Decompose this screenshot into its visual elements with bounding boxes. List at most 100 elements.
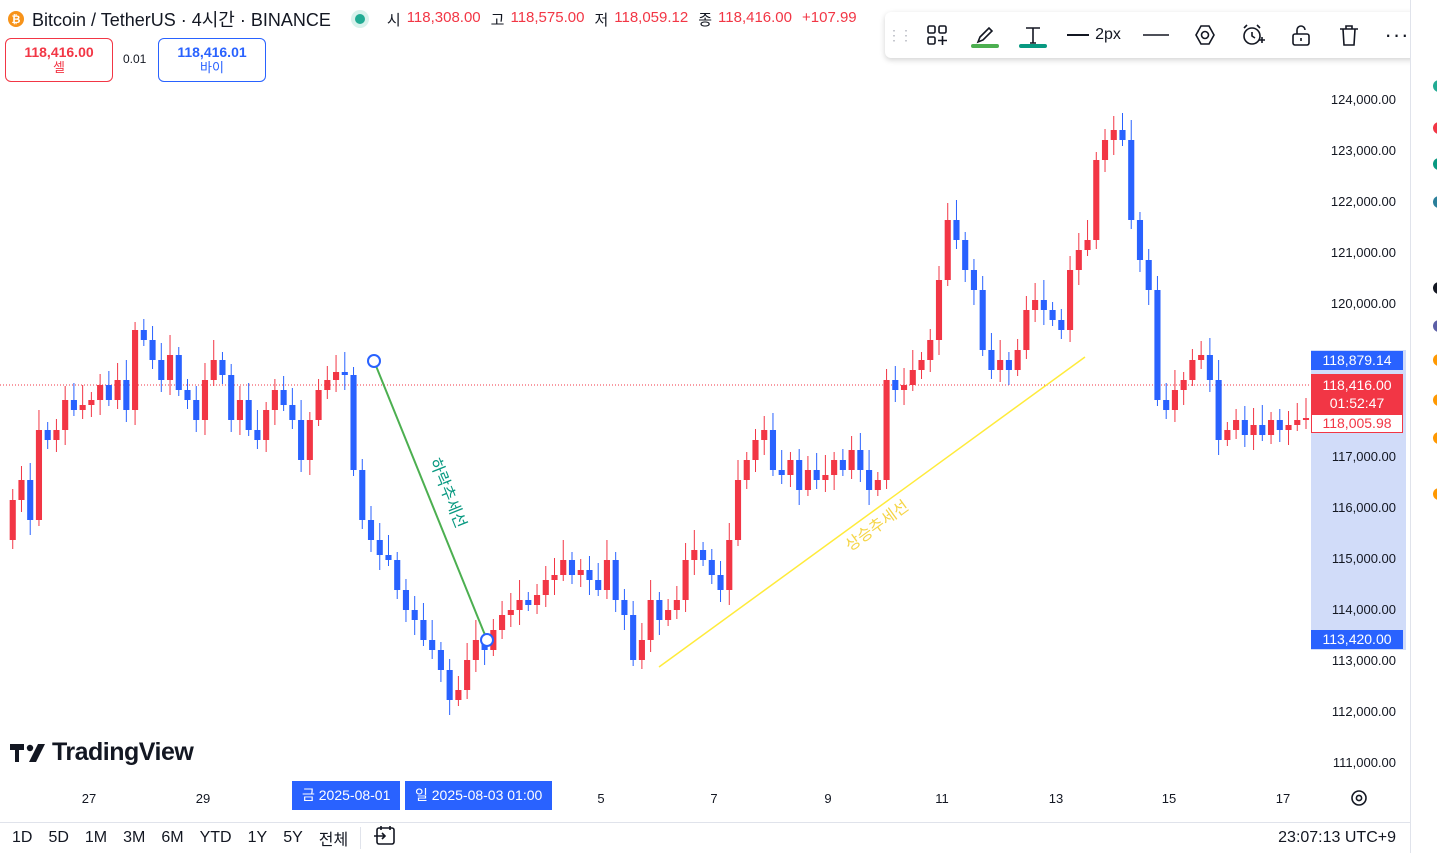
- drag-handle-icon[interactable]: ⋮⋮: [887, 26, 913, 43]
- price-tick-label: 113,000.00: [1332, 653, 1396, 668]
- more-icon[interactable]: ···: [1373, 12, 1421, 58]
- pencil-icon[interactable]: [961, 12, 1009, 58]
- candle: [1189, 349, 1196, 386]
- candle: [1276, 409, 1283, 442]
- candle: [271, 379, 278, 425]
- line-width-label: 2px: [1095, 26, 1121, 43]
- range-ytd[interactable]: YTD: [199, 829, 232, 846]
- range-1y[interactable]: 1Y: [247, 829, 268, 846]
- bid-price-badge[interactable]: 118,005.98: [1311, 414, 1403, 433]
- tradingview-logo-text: TradingView: [52, 738, 194, 766]
- candle: [420, 603, 427, 646]
- range-5d[interactable]: 5D: [48, 829, 69, 846]
- candle: [1101, 129, 1109, 172]
- sell-price: 118,416.00: [24, 44, 94, 60]
- watchlist-item-icon[interactable]: [1433, 196, 1437, 208]
- watchlist-item-icon[interactable]: [1433, 432, 1437, 444]
- watchlist-item-icon[interactable]: [1433, 394, 1437, 406]
- candle: [1014, 339, 1021, 376]
- range-1m[interactable]: 1M: [84, 829, 108, 846]
- price-tick-label: 112,000.00: [1332, 704, 1396, 719]
- open-value: 118,308.00: [406, 8, 481, 26]
- low-price-badge[interactable]: 113,420.00: [1311, 630, 1403, 649]
- settings-icon[interactable]: [1181, 12, 1229, 58]
- text-icon[interactable]: [1009, 12, 1057, 58]
- candle: [1241, 406, 1248, 447]
- trash-icon[interactable]: [1325, 12, 1373, 58]
- watchlist-item-icon[interactable]: [1433, 122, 1437, 134]
- candle: [53, 419, 60, 452]
- watchlist-item-icon[interactable]: [1433, 320, 1437, 332]
- line-width-button[interactable]: 2px: [1057, 12, 1131, 58]
- downtrend-line[interactable]: [373, 360, 488, 641]
- candle: [551, 558, 558, 595]
- tradingview-logo[interactable]: TradingView: [10, 738, 194, 767]
- watchlist-item-icon[interactable]: [1433, 80, 1437, 92]
- market-status-icon[interactable]: [354, 14, 365, 24]
- candle: [1075, 233, 1082, 285]
- symbol-title[interactable]: Bitcoin / TetherUS · 4시간 · BINANCE: [32, 10, 331, 30]
- candle: [236, 386, 243, 435]
- alert-icon[interactable]: [1229, 12, 1277, 58]
- candle: [394, 552, 401, 599]
- candle: [647, 580, 654, 652]
- candle: [35, 410, 43, 526]
- candle: [682, 543, 689, 612]
- last-price-value: 118,416.00: [1322, 377, 1392, 393]
- candle: [743, 452, 750, 489]
- watchlist-item-icon[interactable]: [1433, 282, 1437, 294]
- sell-button[interactable]: 118,416.00 셀: [5, 38, 113, 82]
- candle: [79, 385, 86, 419]
- candle: [201, 363, 209, 435]
- range-6m[interactable]: 6M: [161, 829, 184, 846]
- candle: [525, 592, 532, 611]
- watchlist-item-icon[interactable]: [1433, 354, 1437, 366]
- price-chart[interactable]: 124,000.00 123,000.00 122,000.00 121,000.00…: [0, 0, 1410, 815]
- line-width-icon: [1067, 34, 1090, 36]
- line-style-icon[interactable]: [1131, 12, 1181, 58]
- range-all[interactable]: 전체: [318, 832, 349, 849]
- buy-button[interactable]: 118,416.01 바이: [158, 38, 266, 82]
- candle: [105, 371, 112, 406]
- candle: [935, 266, 943, 355]
- downtrend-handle-end[interactable]: [480, 633, 494, 647]
- candle: [1224, 422, 1231, 446]
- more-label: ···: [1384, 22, 1410, 47]
- objects-tree-icon[interactable]: [913, 12, 961, 58]
- candle: [175, 347, 182, 396]
- drawing-toolbar: ⋮⋮ 2px ···: [885, 12, 1427, 58]
- candle: [1163, 383, 1170, 419]
- candle: [44, 422, 51, 449]
- candle: [1215, 360, 1222, 455]
- watchlist-item-icon[interactable]: [1433, 488, 1437, 500]
- lock-icon[interactable]: [1277, 12, 1325, 58]
- range-3m[interactable]: 3M: [123, 829, 146, 846]
- range-5y[interactable]: 5Y: [283, 829, 303, 846]
- high-value: 118,575.00: [510, 8, 585, 26]
- clock[interactable]: 23:07:13 UTC+9: [1278, 829, 1396, 846]
- goto-date-icon[interactable]: [373, 825, 397, 852]
- range-1d[interactable]: 1D: [12, 829, 33, 846]
- uptrend-label[interactable]: 상승추세선: [841, 496, 912, 555]
- close-value: 118,416.00: [718, 8, 792, 26]
- downtrend-label[interactable]: 하락추세선: [426, 455, 471, 530]
- time-range-start-pill[interactable]: 금 2025-08-01: [292, 781, 401, 810]
- candle: [918, 352, 925, 379]
- time-range-end-pill[interactable]: 일 2025-08-03 01:00: [405, 781, 553, 810]
- candle: [158, 343, 165, 392]
- uptrend-line[interactable]: [658, 356, 1086, 668]
- downtrend-handle-start[interactable]: [367, 354, 381, 368]
- line-color-swatch[interactable]: [971, 44, 999, 48]
- text-color-swatch[interactable]: [1019, 44, 1047, 48]
- bar-countdown: 01:52:47: [1329, 395, 1385, 411]
- price-tick-label: 120,000.00: [1331, 296, 1396, 311]
- candle: [324, 366, 331, 399]
- candle: [533, 584, 541, 614]
- candle: [909, 350, 916, 391]
- chart-settings-icon[interactable]: [1351, 790, 1367, 806]
- watchlist-item-icon[interactable]: [1433, 158, 1437, 170]
- high-price-badge[interactable]: 118,879.14: [1311, 351, 1403, 370]
- candle: [708, 549, 715, 584]
- last-price-badge[interactable]: 118,416.00 01:52:47: [1311, 374, 1403, 414]
- candle: [796, 449, 803, 505]
